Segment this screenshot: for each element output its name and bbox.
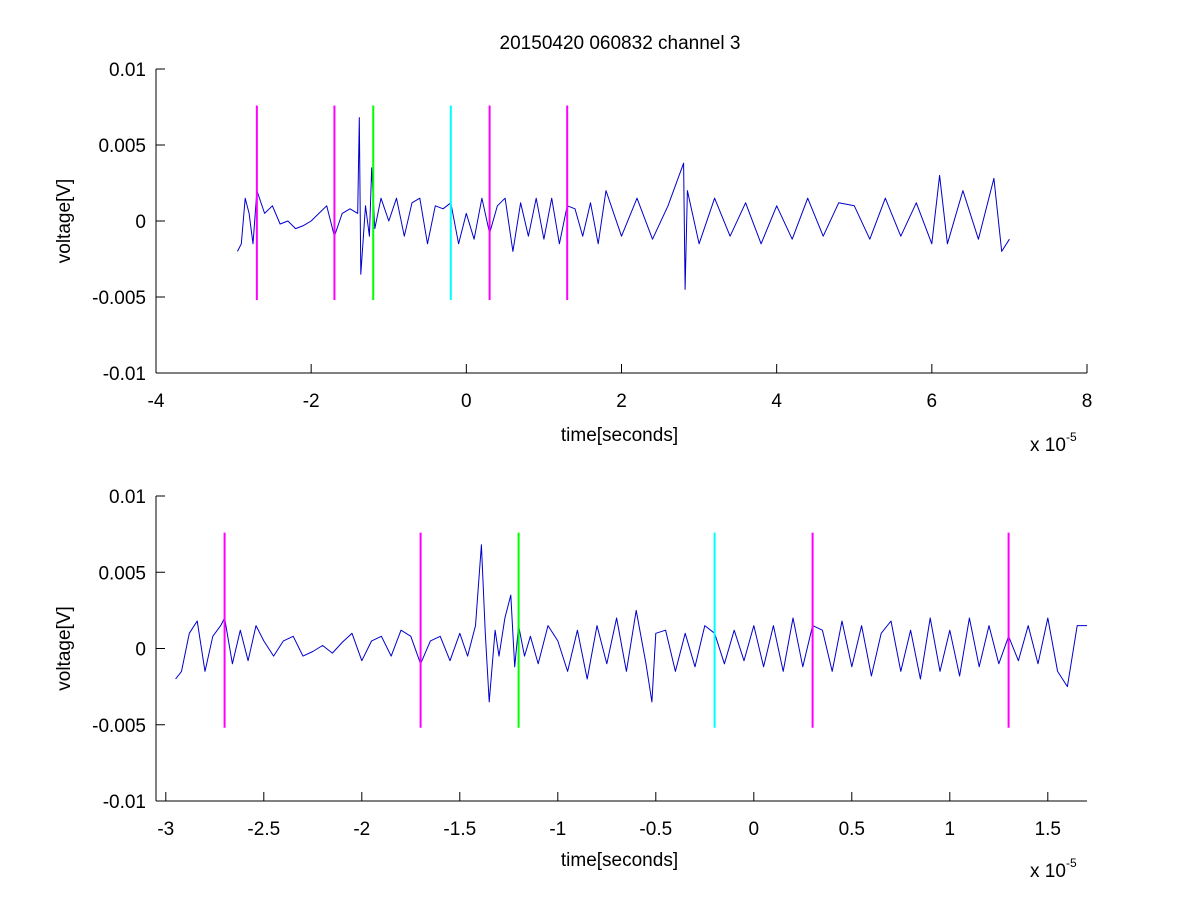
x-exponent-label: x 10 <box>1030 435 1066 456</box>
axes-top: -0.01 -0.005 0 0.005 0.01 -4 -2 0 2 4 6 8 time[secon… <box>54 60 1092 456</box>
x-tick-label: 0.5 <box>839 819 865 840</box>
x-tick-label: 0 <box>749 819 760 840</box>
x-axis-label: time[seconds] <box>561 425 678 446</box>
x-tick-label: 8 <box>1082 391 1093 412</box>
y-tick-label: 0.01 <box>109 60 146 81</box>
y-tick-label: -0.01 <box>103 792 146 813</box>
y-tick-label: 0.005 <box>98 563 146 584</box>
x-exponent-label: x 10 <box>1030 861 1066 882</box>
y-axis-label: voltage[V] <box>54 606 75 691</box>
signal-trace <box>175 544 1087 703</box>
x-tick-label: -1.5 <box>443 819 476 840</box>
x-tick-label: -2 <box>303 391 320 412</box>
x-tick-label: -0.5 <box>639 819 672 840</box>
x-tick-label: -2 <box>353 819 370 840</box>
x-tick-label: 1 <box>945 819 956 840</box>
x-tick-label: 1.5 <box>1035 819 1061 840</box>
x-tick-label: -2.5 <box>247 819 280 840</box>
x-tick-label: 2 <box>616 391 627 412</box>
y-tick-label: -0.005 <box>92 716 146 737</box>
figure-title: 20150420 060832 channel 3 <box>500 33 741 54</box>
y-tick-label: -0.005 <box>92 288 146 309</box>
y-tick-label: 0.005 <box>98 136 146 157</box>
y-tick-label: 0.01 <box>109 487 146 508</box>
y-tick-label: 0 <box>135 212 146 233</box>
x-tick-label: 4 <box>771 391 782 412</box>
axes-bottom: -0.01 -0.005 0 0.005 0.01 -3 -2.5 -2 -1.5 -1 -0.5 0… <box>54 487 1087 882</box>
x-axis-label: time[seconds] <box>561 850 678 871</box>
x-exponent-power: -5 <box>1066 430 1077 444</box>
x-tick-label: -1 <box>549 819 566 840</box>
y-tick-label: -0.01 <box>103 364 146 385</box>
y-axis-label: voltage[V] <box>54 179 75 264</box>
x-tick-label: 6 <box>927 391 938 412</box>
y-tick-label: 0 <box>135 640 146 661</box>
signal-trace <box>237 117 1010 290</box>
x-tick-label: 0 <box>461 391 472 412</box>
x-tick-label: -4 <box>148 391 165 412</box>
x-exponent-power: -5 <box>1066 856 1077 870</box>
x-tick-label: -3 <box>157 819 174 840</box>
